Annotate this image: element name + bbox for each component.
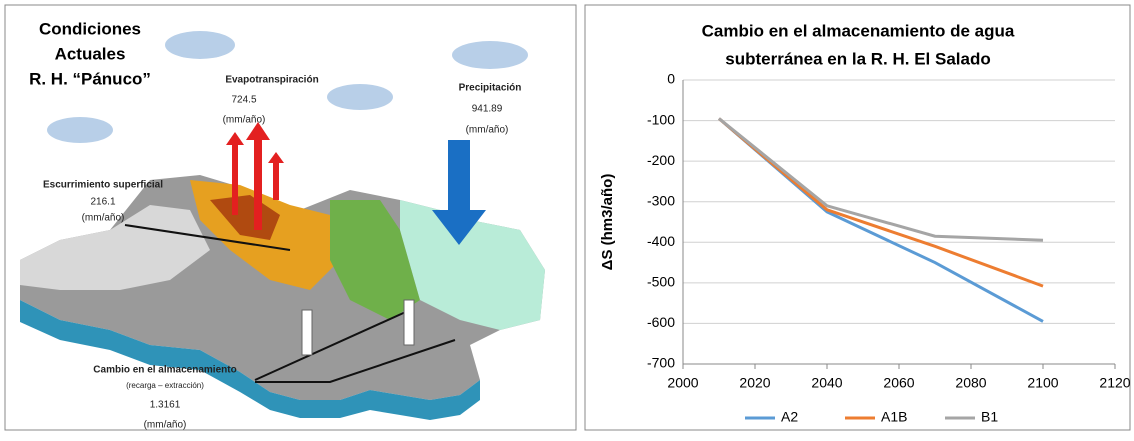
note: (recarga – extracción) (126, 381, 204, 390)
x-tick-label: 2020 (739, 375, 770, 391)
value: 1.3161 (150, 400, 181, 411)
label: Precipitación (459, 83, 522, 94)
x-tick-label: 2040 (811, 375, 842, 391)
x-tick-label: 2080 (955, 375, 986, 391)
y-axis-label: ΔS (hm3/año) (599, 174, 616, 271)
series-line (718, 117, 1044, 288)
label: Escurrimiento superficial (43, 180, 163, 191)
value: 216.1 (90, 197, 115, 208)
unit: (mm/año) (223, 115, 266, 126)
x-tick-label: 2000 (667, 375, 698, 391)
clouds (47, 31, 528, 143)
y-tick-label: -600 (647, 314, 675, 330)
legend-label: A2 (781, 409, 798, 425)
diagram-title: Actuales (55, 44, 126, 63)
unit: (mm/año) (144, 420, 187, 431)
chart-panel (584, 4, 1131, 431)
y-tick-label: -400 (647, 233, 675, 249)
y-tick-label: -200 (647, 152, 675, 168)
series-line (718, 117, 1044, 242)
diagram-title: Condiciones (39, 19, 141, 38)
x-tick-label: 2060 (883, 375, 914, 391)
label: Cambio en el almacenamiento (93, 365, 236, 376)
unit: (mm/año) (82, 213, 125, 224)
y-tick-label: 0 (667, 71, 675, 87)
y-tick-label: -700 (647, 355, 675, 371)
y-tick-label: -500 (647, 274, 675, 290)
x-tick-label: 2100 (1027, 375, 1058, 391)
chart-title: subterránea en la R. H. El Salado (725, 49, 990, 68)
arrows (124, 122, 486, 383)
label: Evapotranspiración (225, 75, 318, 86)
legend-label: B1 (981, 409, 998, 425)
legend-label: A1B (881, 409, 907, 425)
diagram-title: R. H. “Pánuco” (29, 69, 151, 88)
y-tick-label: -300 (647, 192, 675, 208)
value: 724.5 (231, 95, 256, 106)
y-tick-label: -100 (647, 111, 675, 127)
chart-title: Cambio en el almacenamiento de agua (702, 21, 1015, 40)
value: 941.89 (472, 104, 503, 115)
unit: (mm/año) (466, 125, 509, 136)
x-tick-label: 2120 (1099, 375, 1130, 391)
